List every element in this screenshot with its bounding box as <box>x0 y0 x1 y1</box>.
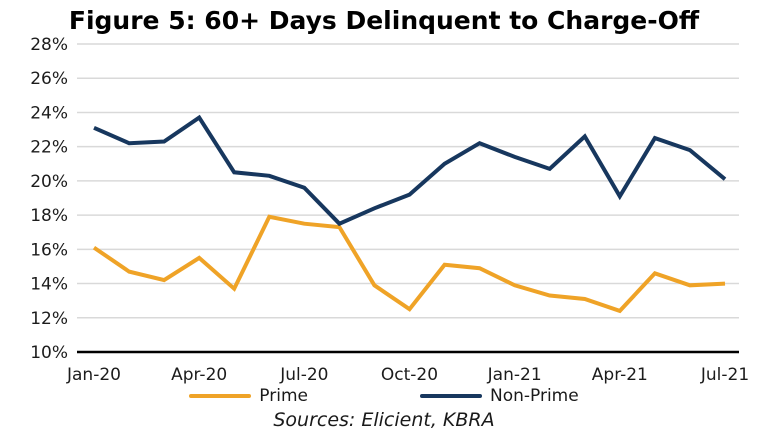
legend-label-prime: Prime <box>259 386 308 406</box>
y-axis-tick-label: 16% <box>30 240 68 260</box>
y-axis-tick-label: 10% <box>30 343 68 363</box>
x-axis-tick-label: Jan-21 <box>487 365 542 385</box>
non-prime-line <box>93 114 727 227</box>
legend-item-non-prime: Non-Prime <box>419 386 579 406</box>
y-axis-tick-label: 20% <box>30 172 68 192</box>
prime-line <box>92 214 726 314</box>
legend: Prime Non-Prime <box>0 386 768 406</box>
legend-item-prime: Prime <box>189 386 308 406</box>
x-axis-tick-label: Jul-21 <box>700 365 749 385</box>
y-axis-tick-label: 28% <box>30 36 68 55</box>
y-axis-tick-label: 22% <box>30 138 68 158</box>
y-axis-tick-label: 18% <box>30 206 68 226</box>
x-axis-tick-label: Apr-20 <box>171 365 227 385</box>
y-axis-tick-label: 12% <box>30 309 68 329</box>
y-axis-tick-label: 14% <box>30 275 68 295</box>
y-axis-tick-label: 26% <box>30 69 68 89</box>
x-axis-tick-label: Apr-21 <box>592 365 648 385</box>
line-chart-plot-area: 10% 12% 14% 16% 18% 20% 22% 24% 26% 28% Jan-20 Apr-… <box>30 36 749 385</box>
prime-line-swatch <box>189 394 252 398</box>
x-axis-tick-label: Jan-20 <box>66 365 121 385</box>
non-prime-line-swatch <box>419 394 482 398</box>
x-axis-tick-label: Jul-20 <box>279 365 328 385</box>
x-axis-tick-label: Oct-20 <box>381 365 438 385</box>
chart-title: Figure 5: 60+ Days Delinquent to Charge-… <box>68 6 700 35</box>
legend-label-non-prime: Non-Prime <box>489 386 579 406</box>
y-axis-tick-label: 24% <box>30 103 68 123</box>
sources-note: Sources: Elicient, KBRA <box>273 409 495 431</box>
